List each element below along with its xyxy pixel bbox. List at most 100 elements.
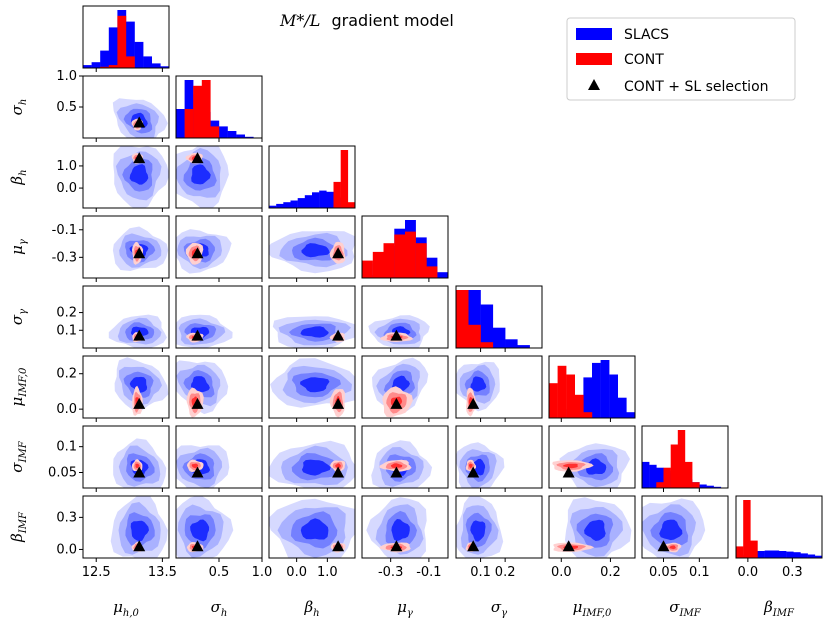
hist-bar-cont: [566, 374, 575, 418]
hist-bar-cont: [394, 234, 406, 278]
panel-6-6: [642, 430, 722, 488]
panel-frame: [268, 355, 356, 419]
title-math: M*/L: [279, 11, 320, 30]
hist-bar-slacs: [319, 190, 327, 208]
x-tick-label: 13.5: [148, 565, 177, 580]
x-tick-label: 12.5: [82, 565, 111, 580]
selection-marker: [133, 152, 146, 164]
hist-bar-cont: [126, 56, 135, 68]
hist-bar-slacs: [143, 56, 152, 68]
contour-slacs: [300, 377, 330, 393]
hist-bar-slacs: [236, 134, 245, 138]
contour-cont: [191, 463, 199, 469]
panel-3-1: [176, 229, 232, 274]
legend-label-cont: CONT: [624, 52, 664, 68]
hist-bar-cont: [210, 126, 220, 138]
hist-bar-cont: [340, 150, 349, 208]
selection-marker: [390, 329, 403, 341]
panel-7-5: [553, 497, 632, 558]
hist-bar-cont: [480, 342, 494, 348]
hist-bar-slacs: [814, 555, 822, 558]
hist-bar-slacs: [642, 461, 650, 488]
hist-bar-cont: [663, 467, 671, 488]
y-tick-label: 0.05: [48, 466, 77, 481]
x-axis-label-1: σh: [211, 598, 228, 619]
selection-marker: [191, 152, 204, 164]
panel-frame: [455, 425, 543, 489]
y-axis-label-sub: h: [18, 169, 29, 175]
contour-slacs: [129, 164, 149, 185]
hist-bar-slacs: [771, 550, 780, 558]
legend-label-slacs: SLACS: [624, 27, 669, 43]
x-tick-label: 0.0: [286, 565, 307, 580]
hist-bar-slacs: [276, 203, 284, 208]
hist-bar-slacs: [304, 195, 313, 208]
legend-marker-triangle: [588, 79, 600, 90]
selection-marker: [390, 540, 403, 552]
hist-bar-slacs: [793, 552, 801, 558]
legend-box: [566, 17, 796, 101]
x-tick-label: 0.3: [782, 565, 803, 580]
hist-bar-slacs: [779, 551, 787, 558]
selection-marker: [191, 540, 204, 552]
contour-slacs: [300, 326, 329, 338]
hist-bar-cont: [362, 260, 373, 278]
hist-bar-slacs: [764, 550, 773, 558]
panel-frame: [268, 145, 356, 209]
hist-bar-cont: [685, 461, 693, 488]
panel-2-0: [113, 146, 169, 208]
panel-4-4: [456, 290, 530, 348]
x-tick-label: -0.1: [416, 565, 441, 580]
hist-bar-slacs: [492, 327, 506, 348]
x-tick-label: 0.2: [600, 565, 621, 580]
selection-marker: [657, 540, 670, 552]
y-axis-label-1: σh: [8, 99, 29, 116]
selection-marker: [562, 466, 575, 478]
hist-bar-slacs: [151, 63, 161, 68]
panel-6-5: [552, 443, 630, 488]
y-axis-label-2: βh: [8, 169, 29, 185]
panel-7-7: [736, 500, 822, 558]
x-tick-label: 0.05: [649, 565, 678, 580]
hist-bar-slacs: [134, 41, 144, 68]
selection-marker: [191, 247, 204, 259]
hist-bar-slacs: [505, 339, 518, 348]
x-axis-label-2: βh: [303, 598, 319, 619]
hist-bar-cont: [656, 482, 664, 488]
x-axis-label-sub: IMF: [679, 608, 702, 619]
contour-cont: [562, 463, 578, 469]
panel-frame: [548, 355, 636, 419]
x-tick-label: 0.0: [738, 565, 759, 580]
selection-marker: [390, 466, 403, 478]
x-axis-label-0: μh,0: [113, 598, 139, 619]
x-axis-label-sub: γ: [407, 608, 413, 619]
panel-frame: [82, 425, 170, 489]
legend-label-selection: CONT + SL selection: [624, 79, 769, 95]
y-tick-label: 0.0: [56, 181, 77, 196]
y-tick-label: 0.2: [56, 306, 77, 321]
hist-bar-slacs: [617, 397, 627, 418]
hist-bar-slacs: [592, 362, 601, 418]
hist-bar-slacs: [160, 66, 169, 68]
hist-bar-cont: [426, 266, 438, 278]
panel-5-2: [270, 358, 355, 418]
hist-bar-slacs: [757, 551, 765, 558]
selection-marker: [191, 329, 204, 341]
contour-slacs: [470, 520, 486, 542]
hist-bar-slacs: [437, 272, 448, 278]
panel-4-2: [272, 316, 355, 348]
x-tick-label: 1.0: [252, 565, 273, 580]
selection-marker: [133, 329, 146, 341]
panel-frame: [82, 145, 170, 209]
y-tick-label: 1.0: [56, 159, 77, 174]
x-axis-label-5: μIMF,0: [573, 598, 612, 619]
hist-bar-cont: [184, 109, 194, 138]
panel-1-1: [176, 80, 254, 138]
panel-7-4: [456, 496, 504, 558]
hist-bar-slacs: [326, 191, 334, 208]
hist-bar-cont: [557, 365, 567, 418]
hist-bar-slacs: [699, 484, 707, 488]
selection-marker: [332, 540, 345, 552]
panel-frame: [82, 5, 170, 69]
